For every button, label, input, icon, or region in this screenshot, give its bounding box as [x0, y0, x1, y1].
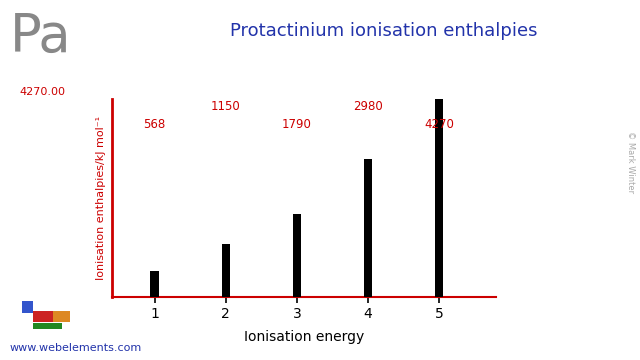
Text: 4270.00: 4270.00 — [20, 87, 66, 97]
Bar — [435, 99, 444, 297]
Text: © Mark Winter: © Mark Winter — [626, 131, 635, 193]
Bar — [33, 323, 62, 329]
Text: Protactinium ionisation enthalpies: Protactinium ionisation enthalpies — [230, 22, 538, 40]
X-axis label: Ionisation energy: Ionisation energy — [244, 330, 364, 344]
Text: Pa: Pa — [10, 11, 71, 63]
Bar — [292, 214, 301, 297]
Bar — [22, 301, 33, 313]
Bar — [221, 244, 230, 297]
Text: 1790: 1790 — [282, 118, 312, 131]
Text: 2980: 2980 — [353, 100, 383, 113]
Text: 1150: 1150 — [211, 100, 241, 113]
Bar — [150, 271, 159, 297]
Text: www.webelements.com: www.webelements.com — [10, 343, 142, 353]
Text: 568: 568 — [143, 118, 166, 131]
Y-axis label: Ionisation enthalpies/kJ mol⁻¹: Ionisation enthalpies/kJ mol⁻¹ — [97, 116, 106, 280]
Bar — [364, 159, 372, 297]
Bar — [33, 311, 53, 322]
Text: 4270: 4270 — [424, 118, 454, 131]
Bar — [53, 311, 70, 322]
